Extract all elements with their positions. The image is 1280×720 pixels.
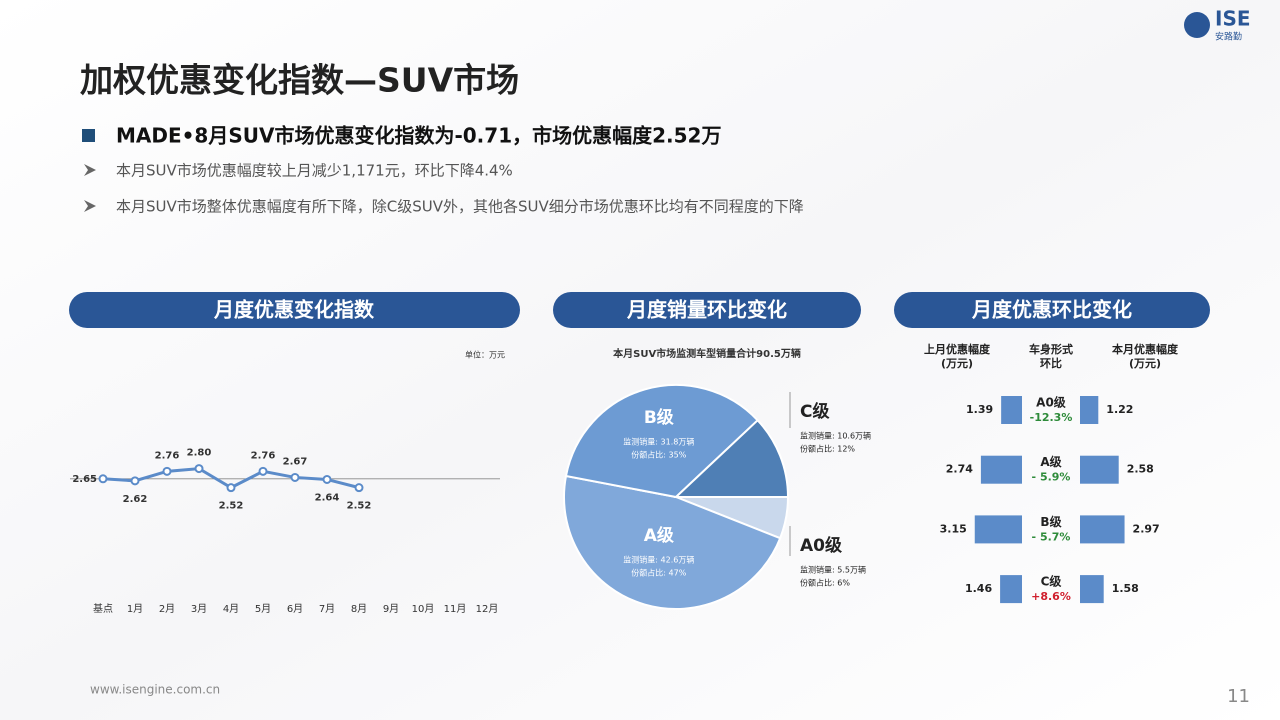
value-label: 3.15 bbox=[940, 522, 967, 535]
pie-slice bbox=[564, 384, 760, 499]
category-label: A0级 bbox=[1036, 395, 1066, 410]
x-tick-label: 9月 bbox=[383, 603, 399, 615]
category-label: B级 bbox=[1040, 514, 1061, 529]
x-tick-label: 10月 bbox=[412, 603, 435, 615]
value-label: 1.46 bbox=[965, 582, 992, 595]
slice-label: C级 bbox=[800, 401, 829, 422]
slice-share: 份额占比: 12% bbox=[800, 444, 855, 454]
footer-url: www.isengine.com.cn bbox=[90, 683, 220, 697]
bar bbox=[1080, 515, 1125, 544]
value-label: 2.76 bbox=[155, 450, 180, 461]
value-label: 2.76 bbox=[251, 450, 276, 461]
panel-title: 月度优惠环比变化 bbox=[971, 298, 1132, 322]
pie-subtitle: 本月SUV市场监测车型销量合计90.5万辆 bbox=[613, 347, 801, 360]
panel-title-bar bbox=[553, 292, 861, 328]
point bbox=[194, 464, 204, 474]
x-tick-label: 3月 bbox=[191, 603, 207, 615]
bullet-text: MADE•8月SUV市场优惠变化指数为-0.71，市场优惠幅度2.52万 bbox=[116, 124, 721, 148]
x-tick-label: 8月 bbox=[351, 603, 367, 615]
x-tick-label: 1月 bbox=[127, 603, 143, 615]
unit-label: 单位：万元 bbox=[465, 350, 505, 360]
panel-title: 月度销量环比变化 bbox=[626, 298, 787, 322]
panel-title: 月度优惠变化指数 bbox=[213, 298, 375, 322]
value-label: 1.22 bbox=[1106, 403, 1133, 416]
slice-volume: 监测销量: 5.5万辆 bbox=[800, 565, 866, 575]
logo-subname: 安路勤 bbox=[1215, 31, 1242, 43]
x-tick-label: 6月 bbox=[287, 603, 303, 615]
change-label: - 5.9% bbox=[1032, 471, 1071, 484]
change-label: +8.6% bbox=[1031, 590, 1071, 603]
point bbox=[322, 474, 332, 484]
point-text: 本月SUV市场整体优惠幅度有所下降，除C级SUV外，其他各SUV细分市场优惠环比… bbox=[116, 198, 804, 216]
pie-slice bbox=[563, 474, 782, 610]
x-tick-label: 11月 bbox=[444, 603, 467, 615]
column-header: 车身形式 bbox=[1029, 342, 1073, 356]
column-header: 本月优惠幅度 bbox=[1112, 342, 1179, 356]
arrow-icon bbox=[84, 200, 96, 212]
bar bbox=[1080, 396, 1099, 424]
bar bbox=[1000, 575, 1022, 604]
title: 加权优惠变化指数—SUV市场 bbox=[80, 61, 519, 100]
x-tick-label: 4月 bbox=[223, 603, 239, 615]
bar bbox=[1080, 455, 1119, 484]
x-tick-label: 基点 bbox=[93, 602, 113, 615]
value-label: 2.80 bbox=[187, 448, 212, 459]
category-label: A级 bbox=[1040, 454, 1061, 469]
point bbox=[290, 472, 300, 482]
change-label: -12.3% bbox=[1030, 411, 1073, 424]
logo-name: ISE bbox=[1215, 7, 1251, 31]
column-header: 上月优惠幅度 bbox=[924, 342, 991, 356]
value-label: 1.58 bbox=[1112, 582, 1139, 595]
bar bbox=[974, 515, 1022, 544]
panel-title-bar bbox=[69, 292, 520, 328]
category-label: C级 bbox=[1041, 574, 1062, 589]
value-label: 2.62 bbox=[123, 494, 148, 505]
value-label: 2.67 bbox=[283, 456, 308, 467]
bar bbox=[1080, 575, 1104, 604]
value-label: 2.74 bbox=[946, 463, 973, 476]
slice-label: B级 bbox=[644, 407, 674, 428]
point bbox=[354, 483, 364, 493]
value-label: 2.58 bbox=[1127, 463, 1154, 476]
change-label: - 5.7% bbox=[1032, 530, 1071, 543]
value-label: 2.64 bbox=[315, 492, 340, 503]
slice-label: A0级 bbox=[800, 535, 842, 556]
point bbox=[162, 466, 172, 476]
page-number: 11 bbox=[1227, 686, 1250, 707]
slice-share: 份额占比: 35% bbox=[631, 449, 686, 459]
point bbox=[258, 466, 268, 476]
slice-label: A级 bbox=[644, 525, 674, 546]
point bbox=[226, 483, 236, 493]
slice-volume: 监测销量: 10.6万辆 bbox=[800, 431, 871, 441]
x-tick-label: 12月 bbox=[476, 603, 499, 615]
column-header: (万元) bbox=[1129, 357, 1161, 370]
point bbox=[130, 476, 140, 486]
slice-volume: 监测销量: 42.6万辆 bbox=[623, 555, 694, 565]
x-tick-label: 2月 bbox=[159, 603, 175, 615]
value-label: 2.97 bbox=[1133, 522, 1160, 535]
pie-slice bbox=[673, 418, 790, 498]
bullet-square bbox=[82, 129, 95, 142]
value-label: 2.65 bbox=[72, 474, 97, 485]
bar bbox=[980, 455, 1022, 484]
x-tick-label: 7月 bbox=[319, 603, 335, 615]
value-label: 2.52 bbox=[347, 501, 372, 512]
bar bbox=[1001, 396, 1022, 424]
slice-volume: 监测销量: 31.8万辆 bbox=[623, 436, 694, 446]
arrow-icon bbox=[84, 164, 96, 176]
point bbox=[98, 474, 108, 484]
point-text: 本月SUV市场优惠幅度较上月减少1,171元，环比下降4.4% bbox=[116, 162, 513, 180]
panel-title-bar bbox=[894, 292, 1210, 328]
logo-mark bbox=[1184, 12, 1210, 38]
column-header: 环比 bbox=[1040, 356, 1062, 370]
slice-share: 份额占比: 47% bbox=[631, 568, 686, 578]
x-tick-label: 5月 bbox=[255, 603, 271, 615]
slice-share: 份额占比: 6% bbox=[800, 578, 850, 588]
value-label: 2.52 bbox=[219, 501, 244, 512]
value-label: 1.39 bbox=[966, 403, 993, 416]
column-header: (万元) bbox=[941, 357, 973, 370]
